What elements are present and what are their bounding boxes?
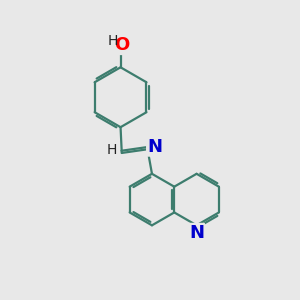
Text: H: H [106, 143, 117, 157]
Text: N: N [147, 138, 162, 156]
Text: N: N [189, 224, 204, 242]
Text: O: O [114, 36, 129, 54]
Text: H: H [107, 34, 118, 48]
